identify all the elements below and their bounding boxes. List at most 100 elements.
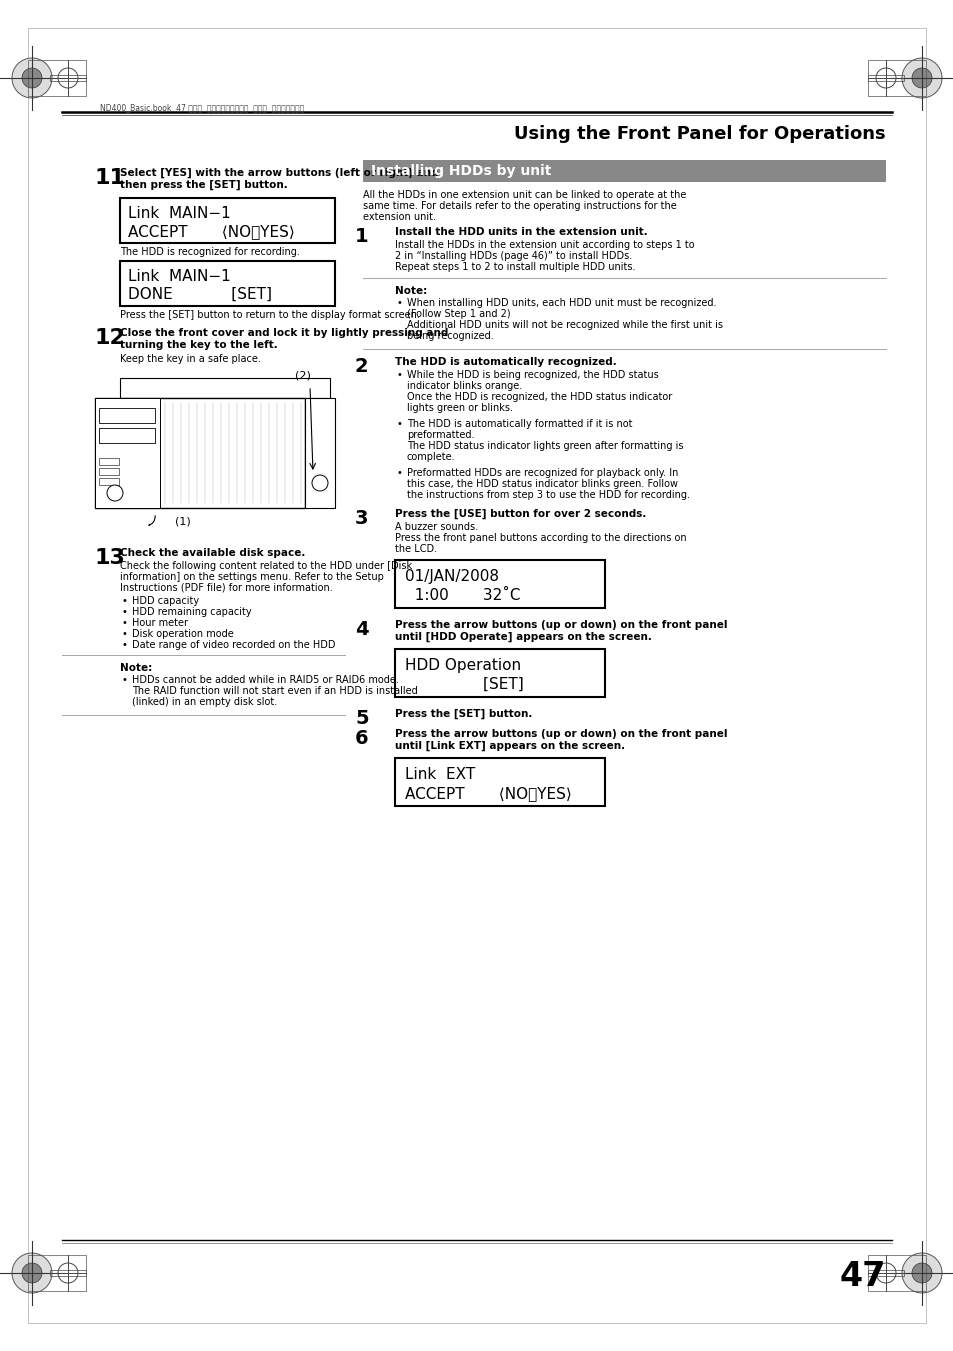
Text: •: • (396, 467, 402, 478)
Text: Hour meter: Hour meter (132, 617, 188, 628)
Text: Close the front cover and lock it by lightly pressing and: Close the front cover and lock it by lig… (120, 328, 448, 338)
Text: Install the HDDs in the extension unit according to steps 1 to: Install the HDDs in the extension unit a… (395, 240, 694, 250)
Text: The HDD is automatically recognized.: The HDD is automatically recognized. (395, 357, 616, 367)
Text: (2): (2) (294, 370, 311, 380)
Bar (867, 76, 903, 81)
Bar (95, 399, 160, 508)
Text: extension unit.: extension unit. (363, 212, 436, 222)
Text: DONE            [SET]: DONE [SET] (128, 286, 272, 303)
Bar (395, 758, 604, 807)
Bar (28, 59, 86, 96)
Bar (50, 1270, 86, 1275)
Text: Note:: Note: (395, 286, 427, 296)
Text: ND400_Basic.book  47 ページ  ２００８年４月８日  火曜日  午後３時５９分: ND400_Basic.book 47 ページ ２００８年４月８日 火曜日 午後… (100, 103, 304, 112)
Text: 01/JAN/2008: 01/JAN/2008 (405, 569, 498, 584)
Text: Additional HDD units will not be recognized while the first unit is: Additional HDD units will not be recogni… (407, 320, 722, 330)
Text: Press the [SET] button.: Press the [SET] button. (395, 709, 532, 719)
Text: ACCEPT       ⟨NO／YES⟩: ACCEPT ⟨NO／YES⟩ (128, 224, 294, 239)
Text: HDD remaining capacity: HDD remaining capacity (132, 607, 252, 617)
Circle shape (107, 485, 123, 501)
Circle shape (12, 58, 52, 99)
Bar (867, 1270, 903, 1275)
Text: this case, the HDD status indicator blinks green. Follow: this case, the HDD status indicator blin… (407, 480, 678, 489)
Circle shape (22, 68, 42, 88)
Text: Once the HDD is recognized, the HDD status indicator: Once the HDD is recognized, the HDD stat… (407, 392, 672, 403)
Bar (867, 59, 925, 96)
Text: (linked) in an empty disk slot.: (linked) in an empty disk slot. (132, 697, 277, 707)
Bar (305, 399, 335, 508)
Text: •: • (396, 370, 402, 380)
Text: A buzzer sounds.: A buzzer sounds. (395, 521, 477, 532)
Bar (395, 561, 604, 608)
Text: Disk operation mode: Disk operation mode (132, 630, 233, 639)
Text: the instructions from step 3 to use the HDD for recording.: the instructions from step 3 to use the … (407, 490, 689, 500)
Text: Using the Front Panel for Operations: Using the Front Panel for Operations (514, 126, 885, 143)
Text: 47: 47 (839, 1260, 885, 1293)
Text: All the HDDs in one extension unit can be linked to operate at the: All the HDDs in one extension unit can b… (363, 190, 685, 200)
Text: •: • (122, 630, 128, 639)
Text: until [HDD Operate] appears on the screen.: until [HDD Operate] appears on the scree… (395, 632, 651, 642)
Text: information] on the settings menu. Refer to the Setup: information] on the settings menu. Refer… (120, 571, 383, 582)
Text: •: • (396, 299, 402, 308)
Text: indicator blinks orange.: indicator blinks orange. (407, 381, 521, 390)
Bar (99, 458, 119, 465)
Text: The RAID function will not start even if an HDD is installed: The RAID function will not start even if… (132, 686, 417, 696)
Circle shape (901, 58, 941, 99)
Circle shape (901, 1252, 941, 1293)
Text: 2 in “Installing HDDs (page 46)” to install HDDs.: 2 in “Installing HDDs (page 46)” to inst… (395, 251, 632, 261)
Text: complete.: complete. (407, 453, 456, 462)
Bar (28, 1255, 86, 1292)
Text: 1:00       32˚C: 1:00 32˚C (405, 588, 520, 603)
Text: Press the front panel buttons according to the directions on: Press the front panel buttons according … (395, 534, 686, 543)
Circle shape (911, 68, 931, 88)
Text: the LCD.: the LCD. (395, 544, 436, 554)
Bar (50, 76, 86, 81)
Text: Press the arrow buttons (up or down) on the front panel: Press the arrow buttons (up or down) on … (395, 620, 727, 630)
Text: 2: 2 (355, 357, 368, 376)
Text: HDD Operation: HDD Operation (405, 658, 520, 673)
Text: preformatted.: preformatted. (407, 430, 474, 440)
Text: The HDD status indicator lights green after formatting is: The HDD status indicator lights green af… (407, 440, 682, 451)
Text: 4: 4 (355, 620, 368, 639)
Text: (1): (1) (174, 516, 191, 526)
Bar (363, 159, 885, 182)
Circle shape (12, 1252, 52, 1293)
Text: 11: 11 (95, 168, 126, 188)
Text: •: • (122, 676, 128, 685)
Text: •: • (396, 419, 402, 430)
Text: 3: 3 (355, 509, 368, 528)
Text: •: • (122, 617, 128, 628)
Text: Link  EXT: Link EXT (405, 767, 475, 782)
Text: While the HDD is being recognized, the HDD status: While the HDD is being recognized, the H… (407, 370, 659, 380)
Text: Date range of video recorded on the HDD: Date range of video recorded on the HDD (132, 640, 335, 650)
Bar (99, 467, 119, 476)
Text: then press the [SET] button.: then press the [SET] button. (120, 180, 288, 190)
Text: Instructions (PDF file) for more information.: Instructions (PDF file) for more informa… (120, 584, 333, 593)
Text: 13: 13 (95, 549, 126, 567)
Text: Note:: Note: (120, 663, 152, 673)
Text: •: • (122, 640, 128, 650)
Bar (99, 478, 119, 485)
Text: turning the key to the left.: turning the key to the left. (120, 340, 277, 350)
Text: Repeat steps 1 to 2 to install multiple HDD units.: Repeat steps 1 to 2 to install multiple … (395, 262, 635, 272)
Text: HDDs cannot be added while in RAID5 or RAID6 mode.: HDDs cannot be added while in RAID5 or R… (132, 676, 398, 685)
Text: Install the HDD units in the extension unit.: Install the HDD units in the extension u… (395, 227, 647, 236)
Text: The HDD is recognized for recording.: The HDD is recognized for recording. (120, 247, 299, 257)
Bar (120, 261, 335, 305)
Text: until [Link EXT] appears on the screen.: until [Link EXT] appears on the screen. (395, 740, 624, 751)
Text: 5: 5 (355, 709, 368, 728)
Circle shape (911, 1263, 931, 1283)
Text: HDD capacity: HDD capacity (132, 596, 199, 607)
Circle shape (22, 1263, 42, 1283)
Text: 6: 6 (355, 730, 368, 748)
Text: The HDD is automatically formatted if it is not: The HDD is automatically formatted if it… (407, 419, 632, 430)
Bar (95, 399, 305, 508)
Bar (120, 199, 335, 243)
Text: (Follow Step 1 and 2): (Follow Step 1 and 2) (407, 309, 510, 319)
Text: Press the [USE] button for over 2 seconds.: Press the [USE] button for over 2 second… (395, 509, 646, 519)
Text: Installing HDDs by unit: Installing HDDs by unit (371, 163, 551, 178)
Text: Check the following content related to the HDD under [Disk: Check the following content related to t… (120, 561, 412, 571)
Text: Check the available disk space.: Check the available disk space. (120, 549, 305, 558)
Polygon shape (120, 378, 330, 399)
Bar (99, 408, 154, 423)
